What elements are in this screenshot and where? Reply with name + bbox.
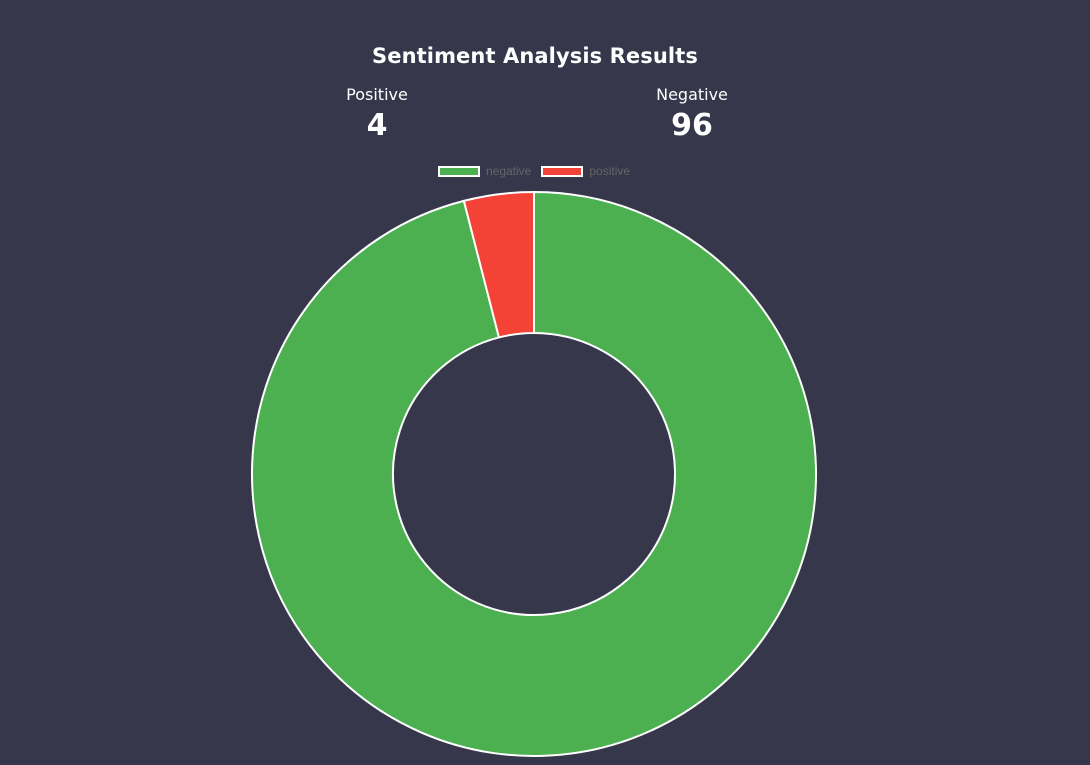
slice-positive[interactable] xyxy=(462,190,535,339)
legend-label-negative: negative xyxy=(485,164,532,178)
positive-stat: Positive 4 xyxy=(297,84,457,146)
negative-stat: Negative 96 xyxy=(612,84,772,146)
negative-count: 96 xyxy=(671,108,713,143)
legend-swatch-positive xyxy=(541,165,584,177)
positive-label: Positive xyxy=(346,85,408,104)
chart-legend: negative positive xyxy=(0,164,1068,178)
positive-count: 4 xyxy=(366,108,388,143)
legend-item-negative[interactable]: negative xyxy=(437,164,532,178)
page-title: Sentiment Analysis Results xyxy=(372,44,698,68)
slice-negative[interactable] xyxy=(251,190,817,757)
legend-swatch-negative xyxy=(437,165,480,177)
legend-item-positive[interactable]: positive xyxy=(541,164,630,178)
negative-label: Negative xyxy=(656,85,728,104)
legend-label-positive: positive xyxy=(589,164,631,178)
